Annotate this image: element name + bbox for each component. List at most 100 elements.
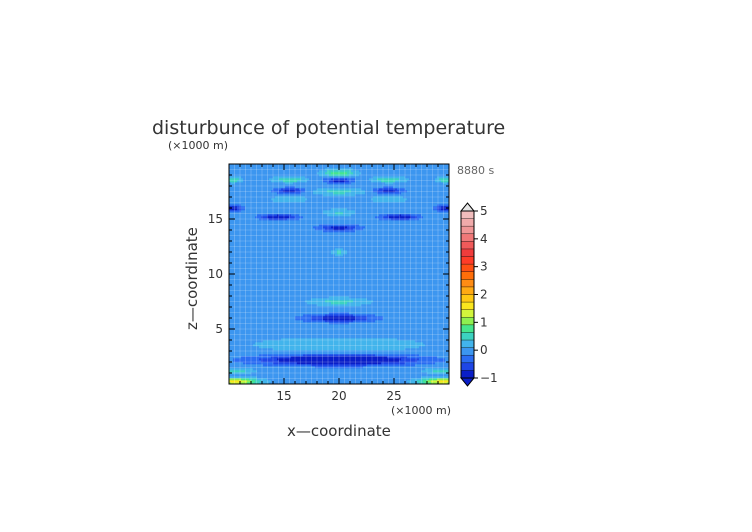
- field-cell: [385, 336, 388, 339]
- field-cell: [301, 318, 304, 321]
- field-cell: [381, 378, 384, 381]
- field-cell: [391, 338, 394, 341]
- field-cell: [295, 374, 298, 377]
- field-cell: [415, 344, 418, 347]
- field-cell: [389, 332, 392, 335]
- field-cell: [363, 314, 366, 317]
- field-cell: [249, 308, 252, 311]
- field-cell: [253, 304, 256, 307]
- field-cell: [267, 318, 270, 321]
- field-cell: [329, 336, 332, 339]
- field-cell: [435, 324, 438, 327]
- field-cell: [231, 340, 234, 343]
- field-cell: [305, 376, 308, 379]
- field-cell: [371, 294, 374, 297]
- field-cell: [301, 356, 304, 359]
- field-cell: [301, 324, 304, 327]
- field-cell: [313, 364, 316, 367]
- field-cell: [243, 312, 246, 315]
- field-cell: [395, 314, 398, 317]
- field-cell: [441, 298, 444, 301]
- field-cell: [431, 370, 434, 373]
- field-cell: [381, 348, 384, 351]
- field-cell: [301, 378, 304, 381]
- field-cell: [393, 298, 396, 301]
- field-cell: [363, 310, 366, 313]
- field-cell: [387, 298, 390, 301]
- field-cell: [335, 380, 338, 383]
- field-cell: [395, 318, 398, 321]
- field-cell: [331, 306, 334, 309]
- field-cell: [281, 370, 284, 373]
- field-cell: [297, 310, 300, 313]
- field-cell: [241, 298, 244, 301]
- field-cell: [343, 324, 346, 327]
- field-cell: [365, 326, 368, 329]
- field-cell: [291, 360, 294, 363]
- field-cell: [231, 336, 234, 339]
- field-cell: [337, 372, 340, 375]
- field-cell: [333, 318, 336, 321]
- field-cell: [261, 368, 264, 371]
- field-cell: [431, 344, 434, 347]
- field-cell: [325, 298, 328, 301]
- field-cell: [349, 316, 352, 319]
- field-cell: [415, 360, 418, 363]
- field-cell: [381, 336, 384, 339]
- field-cell: [409, 358, 412, 361]
- field-cell: [321, 354, 324, 357]
- field-cell: [325, 380, 328, 383]
- field-cell: [269, 326, 272, 329]
- field-cell: [297, 326, 300, 329]
- field-cell: [387, 320, 390, 323]
- field-cell: [235, 294, 238, 297]
- field-cell: [327, 320, 330, 323]
- field-cell: [365, 314, 368, 317]
- field-cell: [401, 332, 404, 335]
- field-cell: [297, 298, 300, 301]
- field-cell: [255, 292, 258, 295]
- field-cell: [405, 338, 408, 341]
- field-cell: [445, 308, 448, 311]
- field-cell: [367, 334, 370, 337]
- field-cell: [409, 332, 412, 335]
- field-cell: [379, 378, 382, 381]
- field-cell: [365, 378, 368, 381]
- field-cell: [299, 314, 302, 317]
- field-cell: [279, 352, 282, 355]
- field-cell: [379, 294, 382, 297]
- field-cell: [271, 322, 274, 325]
- field-cell: [379, 300, 382, 303]
- field-cell: [241, 320, 244, 323]
- field-cell: [341, 314, 344, 317]
- field-cell: [323, 324, 326, 327]
- field-cell: [291, 376, 294, 379]
- field-cell: [263, 362, 266, 365]
- field-cell: [393, 332, 396, 335]
- field-cell: [443, 350, 446, 353]
- field-cell: [311, 320, 314, 323]
- field-cell: [249, 330, 252, 333]
- field-cell: [391, 372, 394, 375]
- field-cell: [277, 296, 280, 299]
- field-cell: [327, 364, 330, 367]
- field-cell: [267, 360, 270, 363]
- field-cell: [249, 346, 252, 349]
- field-cell: [345, 374, 348, 377]
- field-cell: [413, 318, 416, 321]
- field-cell: [303, 356, 306, 359]
- field-cell: [343, 328, 346, 331]
- field-cell: [265, 298, 268, 301]
- field-cell: [253, 324, 256, 327]
- field-cell: [287, 296, 290, 299]
- field-cell: [265, 300, 268, 303]
- field-cell: [347, 360, 350, 363]
- field-cell: [367, 352, 370, 355]
- field-cell: [417, 294, 420, 297]
- field-cell: [373, 364, 376, 367]
- field-cell: [303, 314, 306, 317]
- field-cell: [247, 382, 250, 385]
- field-cell: [323, 294, 326, 297]
- field-cell: [331, 374, 334, 377]
- field-cell: [357, 296, 360, 299]
